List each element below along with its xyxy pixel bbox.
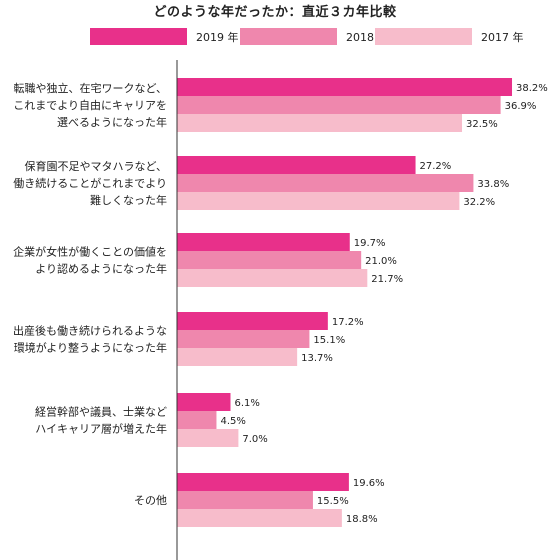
bar-2017-cat5 xyxy=(177,429,239,447)
legend-label-2019: 2019 年 xyxy=(196,31,239,44)
category-label-5-line1: 経営幹部や議員、士業など xyxy=(35,405,167,419)
value-label-2019-cat6: 19.6% xyxy=(353,478,385,489)
bar-2019-cat6 xyxy=(177,473,349,491)
value-label-2018-cat1: 36.9% xyxy=(505,101,537,112)
legend-swatch-2017 xyxy=(375,28,472,45)
value-label-2018-cat3: 21.0% xyxy=(365,256,397,267)
bar-2019-cat5 xyxy=(177,393,231,411)
bar-2018-cat5 xyxy=(177,411,217,429)
value-label-2018-cat2: 33.8% xyxy=(477,179,509,190)
bar-2018-cat3 xyxy=(177,251,362,269)
value-label-2019-cat2: 27.2% xyxy=(420,161,452,172)
category-label-3-line1: 企業が女性が働くことの価値を xyxy=(13,245,167,259)
category-label-6-line1: その他 xyxy=(134,494,167,507)
legend-swatch-2019 xyxy=(90,28,187,45)
bar-2019-cat1 xyxy=(177,78,513,96)
value-label-2018-cat6: 15.5% xyxy=(317,496,349,507)
bar-2017-cat4 xyxy=(177,348,298,366)
bar-2019-cat2 xyxy=(177,156,416,174)
category-label-2-line3: 難しくなった年 xyxy=(90,193,167,207)
category-label-1-line1: 転職や独立、在宅ワークなど、 xyxy=(14,81,167,95)
bar-2017-cat3 xyxy=(177,269,368,287)
value-label-2017-cat6: 18.8% xyxy=(346,514,378,525)
value-label-2019-cat3: 19.7% xyxy=(354,238,386,249)
value-label-2017-cat3: 21.7% xyxy=(371,274,403,285)
chart-title: どのような年だったか：直近３カ年比較 xyxy=(153,5,397,20)
value-label-2019-cat5: 6.1% xyxy=(234,398,259,409)
value-label-2017-cat5: 7.0% xyxy=(242,434,267,445)
bar-2019-cat4 xyxy=(177,312,328,330)
value-label-2018-cat5: 4.5% xyxy=(220,416,245,427)
value-label-2017-cat4: 13.7% xyxy=(301,353,333,364)
category-label-1-line2: これまでより自由にキャリアを xyxy=(13,98,167,112)
category-label-2-line1: 保育園不足やマタハラなど、 xyxy=(25,159,167,173)
category-label-3-line2: より認めるようになった年 xyxy=(35,262,167,276)
bar-2018-cat1 xyxy=(177,96,501,114)
value-label-2017-cat1: 32.5% xyxy=(466,119,498,130)
bar-2017-cat2 xyxy=(177,192,460,210)
value-label-2018-cat4: 15.1% xyxy=(313,335,345,346)
category-label-1-line3: 選べるようになった年 xyxy=(57,115,167,129)
bar-2018-cat4 xyxy=(177,330,310,348)
value-label-2019-cat1: 38.2% xyxy=(516,83,548,94)
bar-2017-cat6 xyxy=(177,509,342,527)
category-label-4-line1: 出産後も働き続けられるような xyxy=(13,324,167,338)
legend: 2019 年 2018 年 2017 年 xyxy=(0,28,550,48)
category-label-5-line2: ハイキャリア層が増えた年 xyxy=(35,422,167,436)
bar-2018-cat2 xyxy=(177,174,474,192)
category-label-4-line2: 環境がより整うようになった年 xyxy=(14,341,167,355)
value-label-2017-cat2: 32.2% xyxy=(463,197,495,208)
bar-2018-cat6 xyxy=(177,491,313,509)
bar-2019-cat3 xyxy=(177,233,350,251)
bar-2017-cat1 xyxy=(177,114,463,132)
category-label-2-line2: 働き続けることがこれまでより xyxy=(13,176,167,190)
value-label-2019-cat4: 17.2% xyxy=(332,317,364,328)
legend-swatch-2018 xyxy=(240,28,337,45)
legend-label-2017: 2017 年 xyxy=(481,31,524,44)
